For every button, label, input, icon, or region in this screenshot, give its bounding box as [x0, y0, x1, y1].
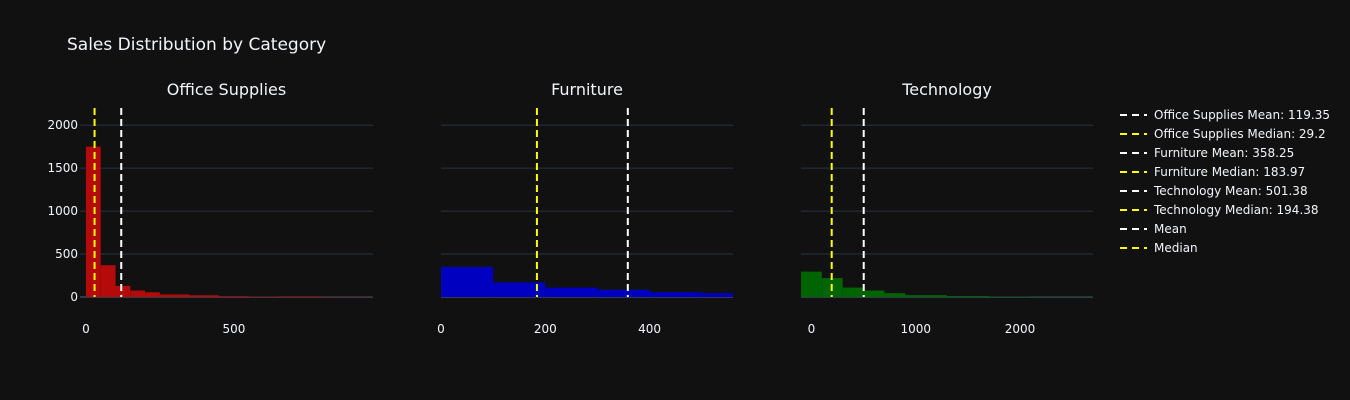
legend-item[interactable]: Mean — [1120, 222, 1187, 236]
legend-label: Furniture Mean: 358.25 — [1154, 146, 1294, 160]
histogram-bar[interactable] — [219, 296, 249, 297]
subplot-technology: Technology 0 1000 2000 — [801, 80, 1093, 336]
x-tick-label: 1000 — [900, 322, 931, 336]
legend-item[interactable]: Furniture Mean: 358.25 — [1120, 146, 1294, 160]
subplot-office-supplies: Office Supplies 0 500 1000 1500 2000 0 500 — [47, 80, 373, 336]
chart-title: Sales Distribution by Category — [67, 35, 326, 55]
legend-item[interactable]: Furniture Median: 183.97 — [1120, 165, 1305, 179]
histogram-bar[interactable] — [597, 289, 650, 297]
y-tick-label: 0 — [70, 290, 78, 304]
histogram-bar[interactable] — [884, 293, 906, 297]
histogram-bar[interactable] — [863, 290, 885, 297]
subplot-furniture: Furniture 0 200 400 — [437, 80, 733, 336]
x-tick-label: 400 — [638, 322, 661, 336]
histogram-bar[interactable] — [988, 296, 1031, 297]
legend-item[interactable]: Office Supplies Median: 29.2 — [1120, 127, 1326, 141]
histogram-bar[interactable] — [248, 296, 279, 297]
x-tick-label: 0 — [82, 322, 90, 336]
histogram-bar[interactable] — [493, 282, 546, 297]
histogram-bar[interactable] — [130, 290, 146, 297]
histogram-bar[interactable] — [905, 295, 947, 297]
subplot-title: Technology — [901, 80, 992, 99]
legend-item[interactable]: Median — [1120, 241, 1198, 255]
histogram-bar[interactable] — [278, 296, 323, 297]
histogram-bar[interactable] — [801, 271, 822, 297]
legend-label: Technology Mean: 501.38 — [1153, 184, 1308, 198]
y-tick-label: 1000 — [47, 204, 78, 218]
y-tick-label: 1500 — [47, 161, 78, 175]
histogram-bar[interactable] — [545, 287, 598, 297]
histogram-bar[interactable] — [842, 287, 864, 297]
x-tick-label: 0 — [437, 322, 445, 336]
subplot-title: Office Supplies — [167, 80, 286, 99]
histogram-bar[interactable] — [947, 295, 989, 297]
histogram-bar[interactable] — [441, 266, 494, 297]
histogram-bar[interactable] — [115, 285, 131, 297]
x-tick-label: 0 — [808, 322, 816, 336]
histogram-bar[interactable] — [100, 265, 116, 297]
legend-item[interactable]: Technology Median: 194.38 — [1120, 203, 1319, 217]
histogram-bar[interactable] — [701, 293, 733, 297]
histogram-bar[interactable] — [189, 295, 220, 297]
x-tick-label: 500 — [222, 322, 245, 336]
legend-label: Technology Median: 194.38 — [1153, 203, 1319, 217]
legend-label: Median — [1154, 241, 1198, 255]
legend-item[interactable]: Office Supplies Mean: 119.35 — [1120, 108, 1330, 122]
legend-item[interactable]: Technology Mean: 501.38 — [1120, 184, 1308, 198]
y-tick-label: 500 — [55, 247, 78, 261]
histogram-bar[interactable] — [649, 292, 702, 297]
legend[interactable]: Office Supplies Mean: 119.35 Office Suppl… — [1120, 108, 1330, 255]
y-tick-label: 2000 — [47, 118, 78, 132]
histogram-bar[interactable] — [159, 294, 190, 297]
x-tick-label: 2000 — [1005, 322, 1036, 336]
legend-label: Office Supplies Median: 29.2 — [1154, 127, 1326, 141]
histogram-bar[interactable] — [85, 146, 101, 297]
x-tick-label: 200 — [534, 322, 557, 336]
legend-label: Furniture Median: 183.97 — [1154, 165, 1305, 179]
histogram-bar[interactable] — [145, 292, 160, 297]
subplot-title: Furniture — [551, 80, 623, 99]
legend-label: Mean — [1154, 222, 1187, 236]
legend-label: Office Supplies Mean: 119.35 — [1154, 108, 1330, 122]
